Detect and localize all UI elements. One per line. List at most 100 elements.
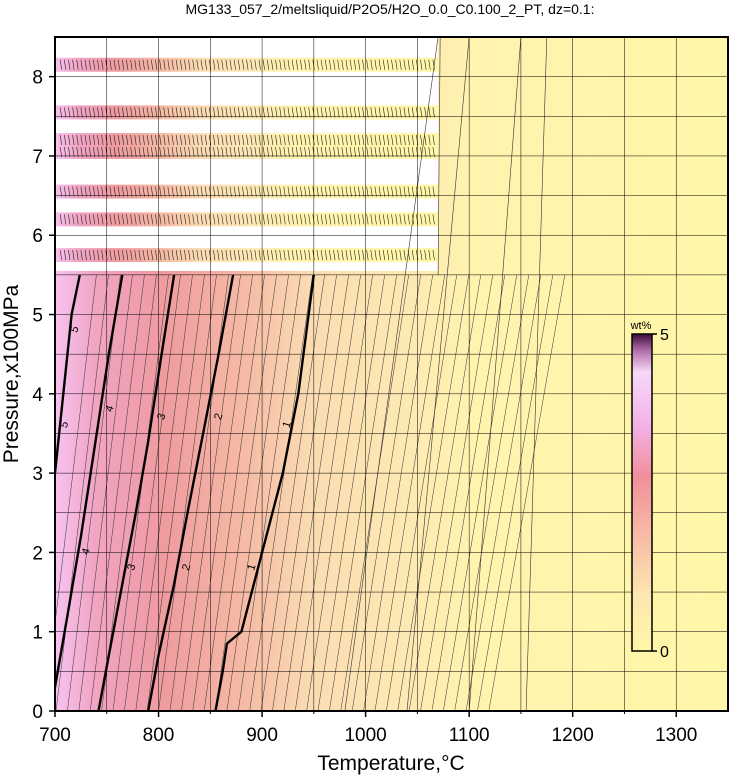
band-stroke: [250, 107, 253, 118]
minor-contour: [112, 274, 169, 711]
band-stroke: [378, 186, 381, 197]
y-tick-label: 8: [32, 68, 43, 89]
band-stroke: [411, 250, 415, 261]
band-stroke: [130, 59, 133, 70]
band-stroke: [80, 107, 83, 118]
band-stroke: [345, 59, 348, 70]
band-stroke: [366, 59, 369, 70]
minor-contour: [238, 274, 301, 711]
band-stroke: [159, 135, 162, 146]
band-stroke: [59, 186, 62, 197]
x-tick-label: 1100: [449, 725, 490, 746]
band-stroke: [374, 146, 377, 158]
band-stroke: [382, 59, 386, 70]
x-tick-label: 900: [246, 725, 278, 746]
band-stroke: [221, 214, 224, 225]
band-stroke: [341, 250, 344, 261]
band-stroke: [329, 135, 332, 146]
band-stroke: [109, 214, 112, 225]
band-stroke: [213, 135, 216, 146]
band-stroke: [163, 214, 166, 225]
band-stroke: [159, 186, 162, 197]
band-stroke: [138, 250, 141, 261]
major-contour-5: [55, 274, 81, 474]
band-stroke: [221, 250, 224, 261]
band-stroke: [266, 146, 270, 158]
band-stroke: [266, 107, 270, 118]
band-stroke: [374, 250, 377, 261]
band-stroke: [374, 214, 377, 225]
band-stroke: [258, 59, 261, 70]
band-stroke: [411, 146, 415, 158]
band-stroke: [432, 107, 435, 118]
band-stroke: [287, 135, 290, 146]
contour-label: 3: [155, 412, 168, 422]
band-stroke: [76, 186, 79, 197]
band-stroke: [424, 186, 427, 197]
band-stroke: [225, 250, 228, 261]
band-stroke: [204, 146, 207, 158]
band-stroke: [192, 107, 195, 118]
band-stroke: [88, 250, 91, 261]
band-stroke: [258, 250, 261, 261]
band-stroke: [184, 214, 187, 225]
band-stroke: [353, 107, 357, 118]
band-stroke: [200, 146, 203, 158]
band-stroke: [391, 59, 394, 70]
band-stroke: [324, 214, 328, 225]
band-stroke: [192, 250, 195, 261]
band-stroke: [122, 214, 125, 225]
band-stroke: [142, 214, 145, 225]
colorbar-max-label: 5: [660, 327, 669, 344]
band-stroke: [84, 107, 87, 118]
band-stroke: [428, 250, 431, 261]
minor-contour: [329, 274, 397, 711]
band-stroke: [204, 107, 207, 118]
band-stroke: [250, 214, 253, 225]
band-stroke: [382, 214, 386, 225]
y-tick-label: 1: [32, 623, 43, 644]
band-stroke: [324, 107, 328, 118]
band-stroke: [337, 214, 340, 225]
band-stroke: [295, 135, 299, 146]
band-stroke: [358, 250, 361, 261]
band-stroke: [229, 135, 232, 146]
band-stroke: [142, 135, 145, 146]
y-tick-label: 5: [32, 306, 43, 327]
band-stroke: [275, 214, 278, 225]
band-stroke: [428, 59, 431, 70]
colorbar: wt% 5 0: [630, 320, 669, 661]
band-stroke: [337, 107, 340, 118]
band-stroke: [378, 135, 381, 146]
band-stroke: [134, 186, 137, 197]
band-stroke: [308, 59, 311, 70]
minor-contour: [374, 274, 445, 711]
band-stroke: [407, 135, 410, 146]
band-stroke: [345, 214, 348, 225]
minor-contour: [488, 274, 566, 711]
band-stroke: [262, 107, 265, 118]
band-stroke: [113, 214, 116, 225]
band-stroke: [320, 186, 323, 197]
band-stroke: [184, 59, 187, 70]
band-stroke: [246, 250, 249, 261]
band-stroke: [142, 250, 145, 261]
band-stroke: [262, 59, 265, 70]
band-stroke: [395, 59, 398, 70]
minor-contour: [408, 274, 481, 711]
band-stroke: [333, 59, 336, 70]
band-stroke: [192, 59, 195, 70]
band-stroke: [366, 135, 369, 146]
minor-contour: [344, 37, 439, 711]
band-stroke: [320, 135, 323, 146]
band-stroke: [316, 250, 319, 261]
band-stroke: [204, 214, 207, 225]
band-stroke: [283, 59, 286, 70]
band-stroke: [138, 186, 141, 197]
band-stroke: [353, 250, 357, 261]
band-stroke: [167, 214, 170, 225]
band-stroke: [225, 186, 228, 197]
band-stroke: [266, 59, 270, 70]
band-stroke: [395, 250, 398, 261]
